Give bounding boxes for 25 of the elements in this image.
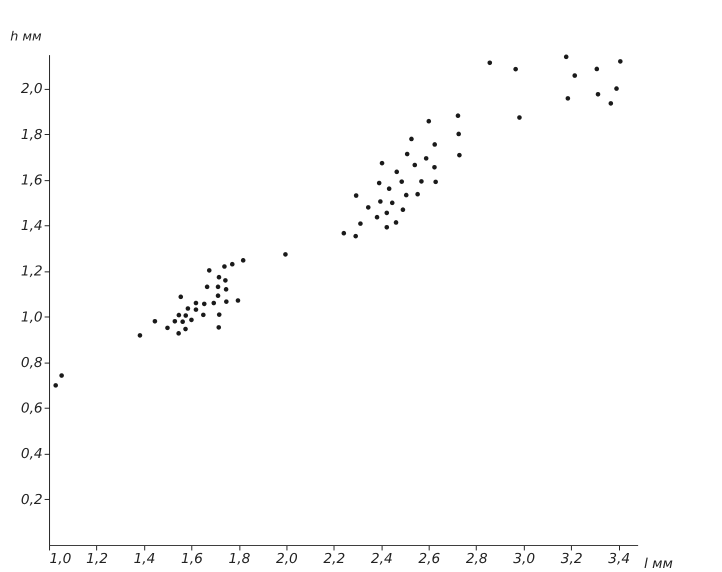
y-tick-label: 1,4 — [20, 218, 43, 234]
x-tick-label: 1,0 — [50, 551, 72, 568]
y-tick-label: 0,8 — [20, 354, 43, 371]
y-tick-label: 2,0 — [20, 81, 43, 98]
y-tick-label: 0,4 — [20, 446, 43, 462]
y-tick-label: 1,2 — [20, 264, 43, 280]
x-tick-label: 2,8 — [466, 551, 488, 568]
x-tick-label: 3,0 — [513, 551, 536, 568]
x-tick-label: 2,0 — [276, 551, 298, 568]
x-tick-label: 1,2 — [86, 551, 108, 568]
x-tick-label: 2,2 — [323, 551, 346, 568]
y-tick-label: 1,0 — [20, 309, 43, 326]
y-tick-label: 0,6 — [20, 400, 43, 417]
x-tick-label: 3,4 — [608, 551, 630, 568]
y-axis-title: h мм — [10, 29, 42, 44]
x-tick-label: 3,2 — [560, 551, 583, 568]
x-tick-label: 2,4 — [370, 551, 393, 568]
x-tick-label: 2,6 — [418, 551, 440, 568]
x-tick-label: 1,8 — [228, 551, 251, 568]
y-tick-label: 0,2 — [20, 492, 43, 508]
x-tick-label: 1,6 — [181, 551, 204, 568]
y-tick-label: 1,6 — [20, 172, 43, 188]
x-tick-label: 1,4 — [134, 551, 156, 568]
y-tick-label: 1,8 — [20, 126, 43, 143]
x-axis-title: l мм — [644, 556, 673, 572]
